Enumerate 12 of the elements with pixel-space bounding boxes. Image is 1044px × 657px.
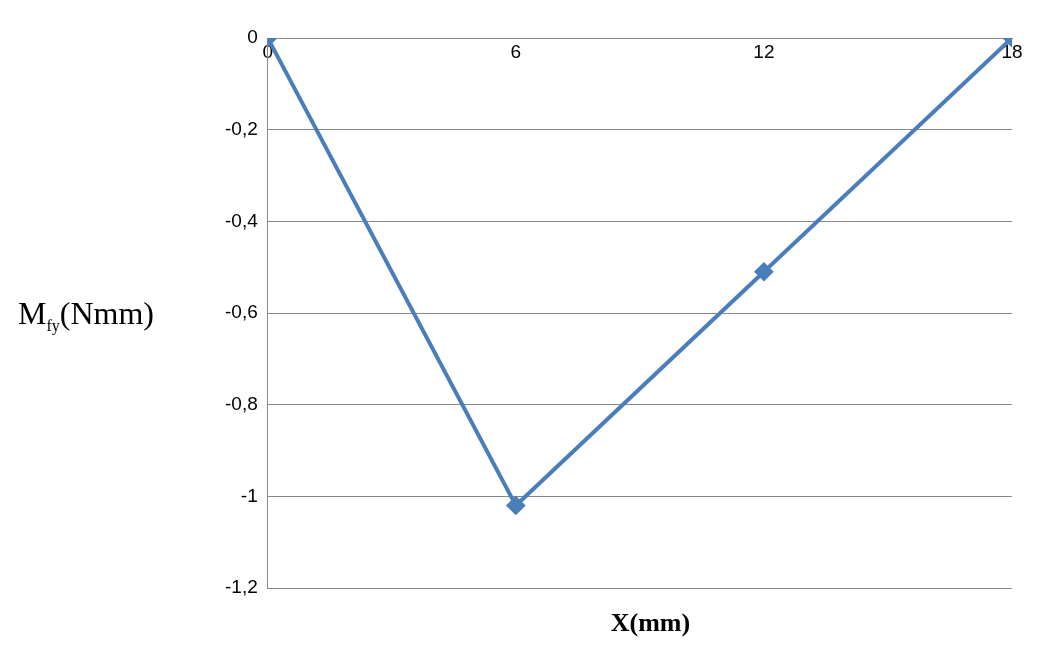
x-tick-label: 6 — [510, 40, 522, 62]
x-tick-label: 12 — [753, 40, 775, 62]
y-tick-label: 0 — [247, 26, 258, 48]
y-tick-label: -0,2 — [224, 117, 258, 139]
x-tick-label: 18 — [1001, 40, 1023, 62]
y-tick-label: -0,6 — [224, 301, 258, 323]
y-tick-label: -1 — [240, 484, 258, 506]
y-axis-title: M$_{fy}$(Nmm) — [18, 295, 154, 336]
y-tick-label: -0,4 — [224, 209, 259, 231]
y-tick-label: -1,2 — [224, 576, 258, 598]
y-tick-label: -0,8 — [224, 392, 258, 414]
x-axis-title: X(mm) — [609, 608, 692, 638]
